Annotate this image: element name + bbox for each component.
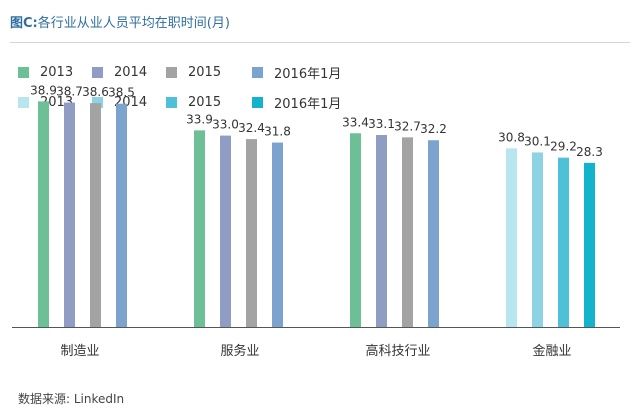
legend-label: 2016年1月 (274, 96, 342, 112)
bar-2-3 (246, 139, 257, 327)
bar-1-3 (90, 103, 101, 328)
data-label-2-3: 32.4 (238, 121, 265, 135)
bar-3-3 (402, 137, 413, 327)
data-label-1-4: 38.5 (108, 86, 135, 100)
data-label-1-2: 38.7 (56, 85, 83, 99)
chart-title-text: 各行业从业人员平均在职时间(月) (37, 16, 230, 31)
data-label-1-1: 38.9 (30, 83, 57, 97)
legend-swatch (18, 96, 29, 108)
data-label-1-3: 38.6 (82, 85, 109, 99)
data-label-3-4: 32.2 (420, 122, 447, 136)
chart-title: 图C:各行业从业人员平均在职时间(月) (10, 12, 230, 31)
bar-4-4 (584, 162, 595, 327)
bar-1-4 (116, 103, 127, 327)
legend-label: 2015 (188, 64, 222, 80)
data-label-3-3: 32.7 (394, 119, 421, 133)
data-label-4-2: 30.1 (524, 134, 551, 148)
bar-1-2 (64, 102, 75, 327)
legend-label: 2016年1月 (274, 66, 342, 82)
legend-label: 2015 (188, 94, 222, 110)
bar-4-1 (506, 148, 517, 327)
legend-label: 2013 (40, 64, 74, 80)
data-label-4-3: 29.2 (550, 140, 577, 154)
bar-4-3 (558, 157, 569, 327)
bar-1-1 (38, 101, 49, 327)
bar-4-2 (532, 152, 543, 327)
legend-item-1-1: 2013 (18, 64, 73, 80)
category-label-2: 服务业 (220, 343, 259, 359)
legend-item-2-4: 2016年1月 (252, 94, 342, 112)
data-label-2-1: 33.9 (186, 112, 213, 126)
data-label-2-2: 33.0 (212, 118, 239, 132)
data-label-4-4: 28.3 (576, 145, 603, 159)
bar-3-2 (376, 135, 387, 327)
bar-3-1 (350, 133, 361, 327)
category-label-1: 制造业 (60, 344, 99, 359)
legend-swatch (92, 66, 103, 78)
legend-swatch (18, 66, 29, 78)
legend-swatch (92, 96, 103, 108)
legend-item-2-3: 2015 (166, 94, 221, 110)
category-label-3: 高科技行业 (365, 343, 430, 359)
data-label-3-2: 33.1 (368, 117, 395, 131)
legend-item-1-4: 2016年1月 (252, 64, 342, 82)
legend-item-1-3: 2015 (166, 64, 221, 80)
chart-title-prefix: 图C: (10, 16, 38, 31)
bar-2-1 (194, 130, 205, 327)
category-label-4: 金融业 (532, 343, 571, 359)
legend-swatch (252, 66, 263, 78)
title-divider (10, 42, 630, 43)
data-label-4-1: 30.8 (498, 130, 525, 144)
bar-3-4 (428, 140, 439, 327)
legend-label: 2014 (114, 64, 148, 80)
data-label-2-4: 31.8 (264, 125, 291, 139)
legend-swatch (252, 96, 263, 108)
legend-swatch (166, 96, 177, 108)
bar-2-4 (272, 142, 283, 327)
bar-2-2 (220, 135, 231, 327)
data-label-3-1: 33.4 (342, 115, 369, 129)
legend-item-1-2: 2014 (92, 64, 147, 80)
data-source-note: 数据来源: LinkedIn (18, 392, 125, 406)
legend-swatch (166, 66, 177, 78)
